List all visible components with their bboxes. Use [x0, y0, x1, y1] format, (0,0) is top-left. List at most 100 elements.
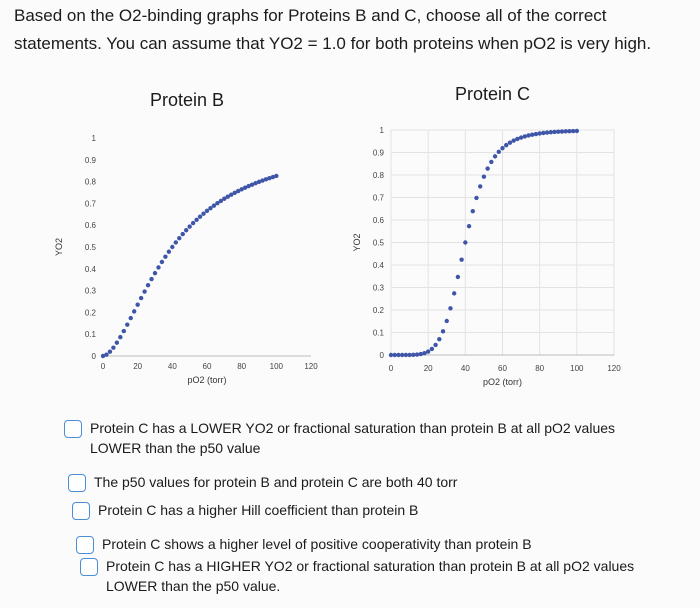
option-checkbox-5[interactable]: Protein C has a HIGHER YO2 or fractional…: [80, 556, 640, 596]
data-point: [145, 283, 151, 288]
data-point: [470, 208, 475, 214]
data-point: [177, 235, 182, 241]
data-point: [411, 352, 416, 358]
data-point: [429, 346, 435, 352]
data-point: [229, 192, 234, 197]
data-point: [163, 254, 168, 259]
data-point: [270, 174, 276, 180]
option-label: The p50 values for protein B and protein…: [94, 474, 458, 490]
data-point: [500, 145, 505, 151]
data-point: [522, 134, 527, 139]
data-point: [104, 352, 109, 357]
checkbox-icon[interactable]: [68, 474, 86, 492]
data-point: [114, 340, 120, 345]
data-point: [492, 154, 498, 159]
data-point: [422, 350, 427, 356]
data-point: [187, 224, 192, 229]
option-label: Protein C has a higher Hill coefficient …: [98, 502, 419, 518]
data-point: [418, 351, 423, 357]
option-checkbox-4[interactable]: Protein C shows a higher level of positi…: [76, 534, 636, 554]
data-point: [507, 140, 513, 145]
data-point: [128, 315, 133, 321]
y-tick-label: 0.3: [373, 284, 385, 293]
data-point: [474, 195, 479, 201]
option-checkbox-1[interactable]: Protein C has a LOWER YO2 or fractional …: [64, 418, 624, 458]
data-point: [111, 345, 116, 350]
data-point: [166, 249, 172, 254]
data-point: [194, 217, 199, 222]
data-point: [253, 181, 258, 186]
data-point: [448, 306, 453, 311]
y-tick-label: 0.8: [373, 171, 385, 180]
x-tick-label: 40: [461, 364, 470, 373]
x-axis-label: pO2 (torr): [187, 375, 226, 385]
data-point: [232, 190, 237, 196]
y-tick-label: 0.2: [373, 306, 385, 315]
data-point: [149, 276, 154, 282]
data-point: [481, 174, 487, 179]
x-tick-label: 60: [203, 362, 212, 371]
x-tick-label: 0: [101, 362, 106, 371]
data-point: [242, 185, 248, 190]
x-tick-label: 100: [570, 364, 584, 373]
data-point: [215, 201, 220, 206]
data-point: [249, 182, 255, 187]
option-label: Protein C shows a higher level of positi…: [102, 536, 532, 552]
option-checkbox-3[interactable]: Protein C has a higher Hill coefficient …: [72, 500, 632, 520]
y-tick-label: 0.3: [85, 287, 97, 296]
data-point: [533, 131, 539, 137]
data-point: [138, 295, 144, 301]
checkbox-icon[interactable]: [80, 558, 98, 576]
checkbox-icon[interactable]: [76, 536, 94, 554]
data-point: [414, 352, 420, 357]
option-label: Protein C has a LOWER YO2 or fractional …: [90, 420, 616, 456]
chart-title-protein-c: Protein C: [455, 84, 531, 104]
data-point: [530, 132, 535, 137]
data-point: [225, 194, 230, 199]
data-point: [440, 329, 446, 334]
y-tick-label: 0.9: [373, 149, 385, 158]
data-point: [478, 184, 483, 189]
data-point: [392, 352, 397, 358]
data-point: [107, 349, 113, 354]
data-point: [489, 159, 494, 165]
data-point: [552, 129, 557, 135]
data-point: [444, 318, 449, 324]
data-point: [511, 138, 516, 143]
y-tick-label: 0: [380, 351, 385, 360]
data-point: [263, 177, 269, 182]
x-tick-label: 80: [237, 362, 246, 371]
data-point: [159, 259, 165, 265]
data-point: [437, 337, 442, 342]
option-label: Protein C has a HIGHER YO2 or fractional…: [106, 558, 635, 594]
data-point: [574, 128, 580, 134]
data-point: [433, 342, 438, 348]
data-point: [451, 291, 457, 296]
data-point: [559, 129, 565, 134]
data-point: [496, 149, 501, 155]
y-tick-label: 0.8: [85, 178, 97, 187]
y-tick-label: 0.4: [85, 265, 97, 274]
data-point: [463, 240, 468, 245]
x-tick-label: 0: [389, 364, 394, 373]
y-tick-label: 1: [92, 134, 97, 143]
y-tick-label: 0.7: [85, 199, 97, 208]
data-point: [125, 322, 130, 327]
data-point: [563, 129, 568, 134]
x-tick-label: 120: [304, 362, 318, 371]
checkbox-icon[interactable]: [64, 420, 82, 438]
x-tick-label: 60: [498, 364, 507, 373]
data-point: [211, 203, 217, 208]
y-tick-label: 0.4: [373, 261, 385, 270]
data-point: [118, 334, 123, 340]
y-tick-label: 0.6: [85, 221, 97, 230]
data-point: [459, 257, 464, 262]
option-checkbox-2[interactable]: The p50 values for protein B and protein…: [68, 472, 628, 492]
data-point: [132, 309, 137, 314]
data-point: [190, 220, 196, 226]
data-point: [180, 231, 185, 237]
data-point: [407, 352, 412, 358]
checkbox-icon[interactable]: [72, 502, 90, 520]
data-point: [570, 128, 576, 134]
